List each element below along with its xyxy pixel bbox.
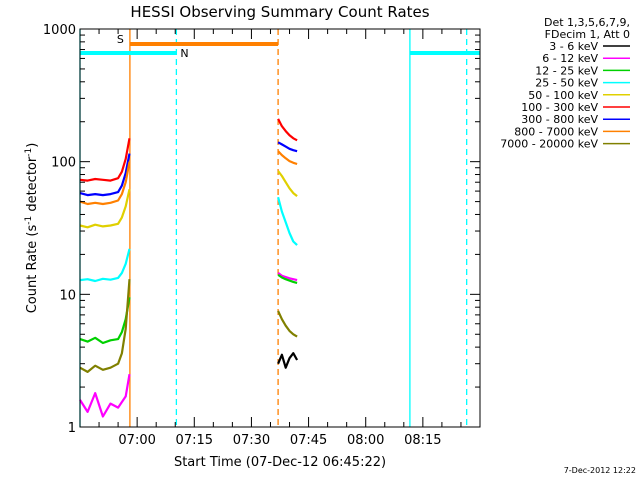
y-tick-label: 100 bbox=[51, 156, 76, 171]
series-line-7-segment-1 bbox=[79, 153, 131, 197]
legend-item-label: 6 - 12 keV bbox=[542, 52, 598, 65]
saa-flag-label: S bbox=[117, 33, 124, 46]
series-line-8-segment-1 bbox=[79, 161, 131, 206]
series-line-7-segment-2 bbox=[277, 141, 298, 153]
legend-header-line-1: Det 1,3,5,6,7,9, bbox=[544, 16, 630, 29]
series-line-9-segment-2 bbox=[277, 310, 298, 338]
x-tick-label: 07:15 bbox=[176, 433, 213, 448]
series-line-5-segment-2 bbox=[277, 170, 298, 197]
x-tick-label: 07:45 bbox=[290, 433, 327, 448]
series-line-6-segment-2 bbox=[277, 118, 298, 142]
legend-item-label: 3 - 6 keV bbox=[549, 40, 598, 53]
y-tick-label: 1 bbox=[68, 421, 76, 436]
series-line-5-segment-1 bbox=[79, 188, 131, 229]
y-axis-label: Count Rate (s-1 detector-1) bbox=[24, 143, 40, 314]
series-line-2-segment-2 bbox=[277, 272, 298, 282]
series-line-4-segment-2 bbox=[277, 196, 298, 246]
legend-item-label: 300 - 800 keV bbox=[521, 113, 598, 126]
series-line-3-segment-2 bbox=[277, 273, 298, 284]
series-line-3-segment-1 bbox=[79, 297, 131, 345]
plot-frame bbox=[79, 28, 481, 428]
legend-item-label: 25 - 50 keV bbox=[535, 77, 598, 90]
x-tick-label: 07:30 bbox=[233, 433, 270, 448]
legend-item-label: 50 - 100 keV bbox=[528, 89, 598, 102]
x-tick-label: 08:15 bbox=[404, 433, 441, 448]
legend-item-label: 7000 - 20000 keV bbox=[500, 138, 598, 151]
legend-header-line-2: FDecim 1, Att 0 bbox=[545, 28, 630, 41]
series-line-6-segment-1 bbox=[79, 138, 131, 182]
series-line-1-segment-1 bbox=[277, 352, 299, 369]
legend-item-label: 100 - 300 keV bbox=[521, 101, 598, 114]
axes: 1 10 100 1000 07:00 07:15 07:30 07:45 08:00 08:15 bbox=[43, 23, 480, 448]
y-tick-label: 10 bbox=[59, 288, 76, 303]
series-line-8-segment-2 bbox=[277, 150, 298, 166]
series-line-4-segment-1 bbox=[79, 248, 131, 283]
legend: Det 1,3,5,6,7,9, FDecim 1, Att 0 3 - 6 k… bbox=[500, 16, 630, 151]
series-line-2-segment-1 bbox=[79, 374, 131, 418]
x-tick-label: 07:00 bbox=[118, 433, 155, 448]
chart-title: HESSI Observing Summary Count Rates bbox=[130, 3, 429, 21]
legend-item-label: 800 - 7000 keV bbox=[514, 125, 598, 138]
legend-item-label: 12 - 25 keV bbox=[535, 64, 598, 77]
night-flag-label: N bbox=[180, 47, 188, 60]
series-layer bbox=[79, 118, 299, 418]
series-line-9-segment-1 bbox=[79, 279, 131, 373]
footer-date-stamp: 7-Dec-2012 12:22 bbox=[564, 466, 636, 475]
x-axis-label: Start Time (07-Dec-12 06:45:22) bbox=[174, 455, 386, 470]
chart-annotations: SN bbox=[79, 29, 480, 427]
y-tick-label: 1000 bbox=[43, 23, 76, 38]
x-tick-label: 08:00 bbox=[347, 433, 384, 448]
